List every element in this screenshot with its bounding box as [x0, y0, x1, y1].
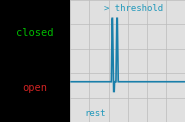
Text: open: open: [23, 83, 48, 93]
Text: rest: rest: [85, 109, 106, 118]
Text: > threshold: > threshold: [104, 4, 163, 13]
Text: closed: closed: [16, 28, 54, 38]
